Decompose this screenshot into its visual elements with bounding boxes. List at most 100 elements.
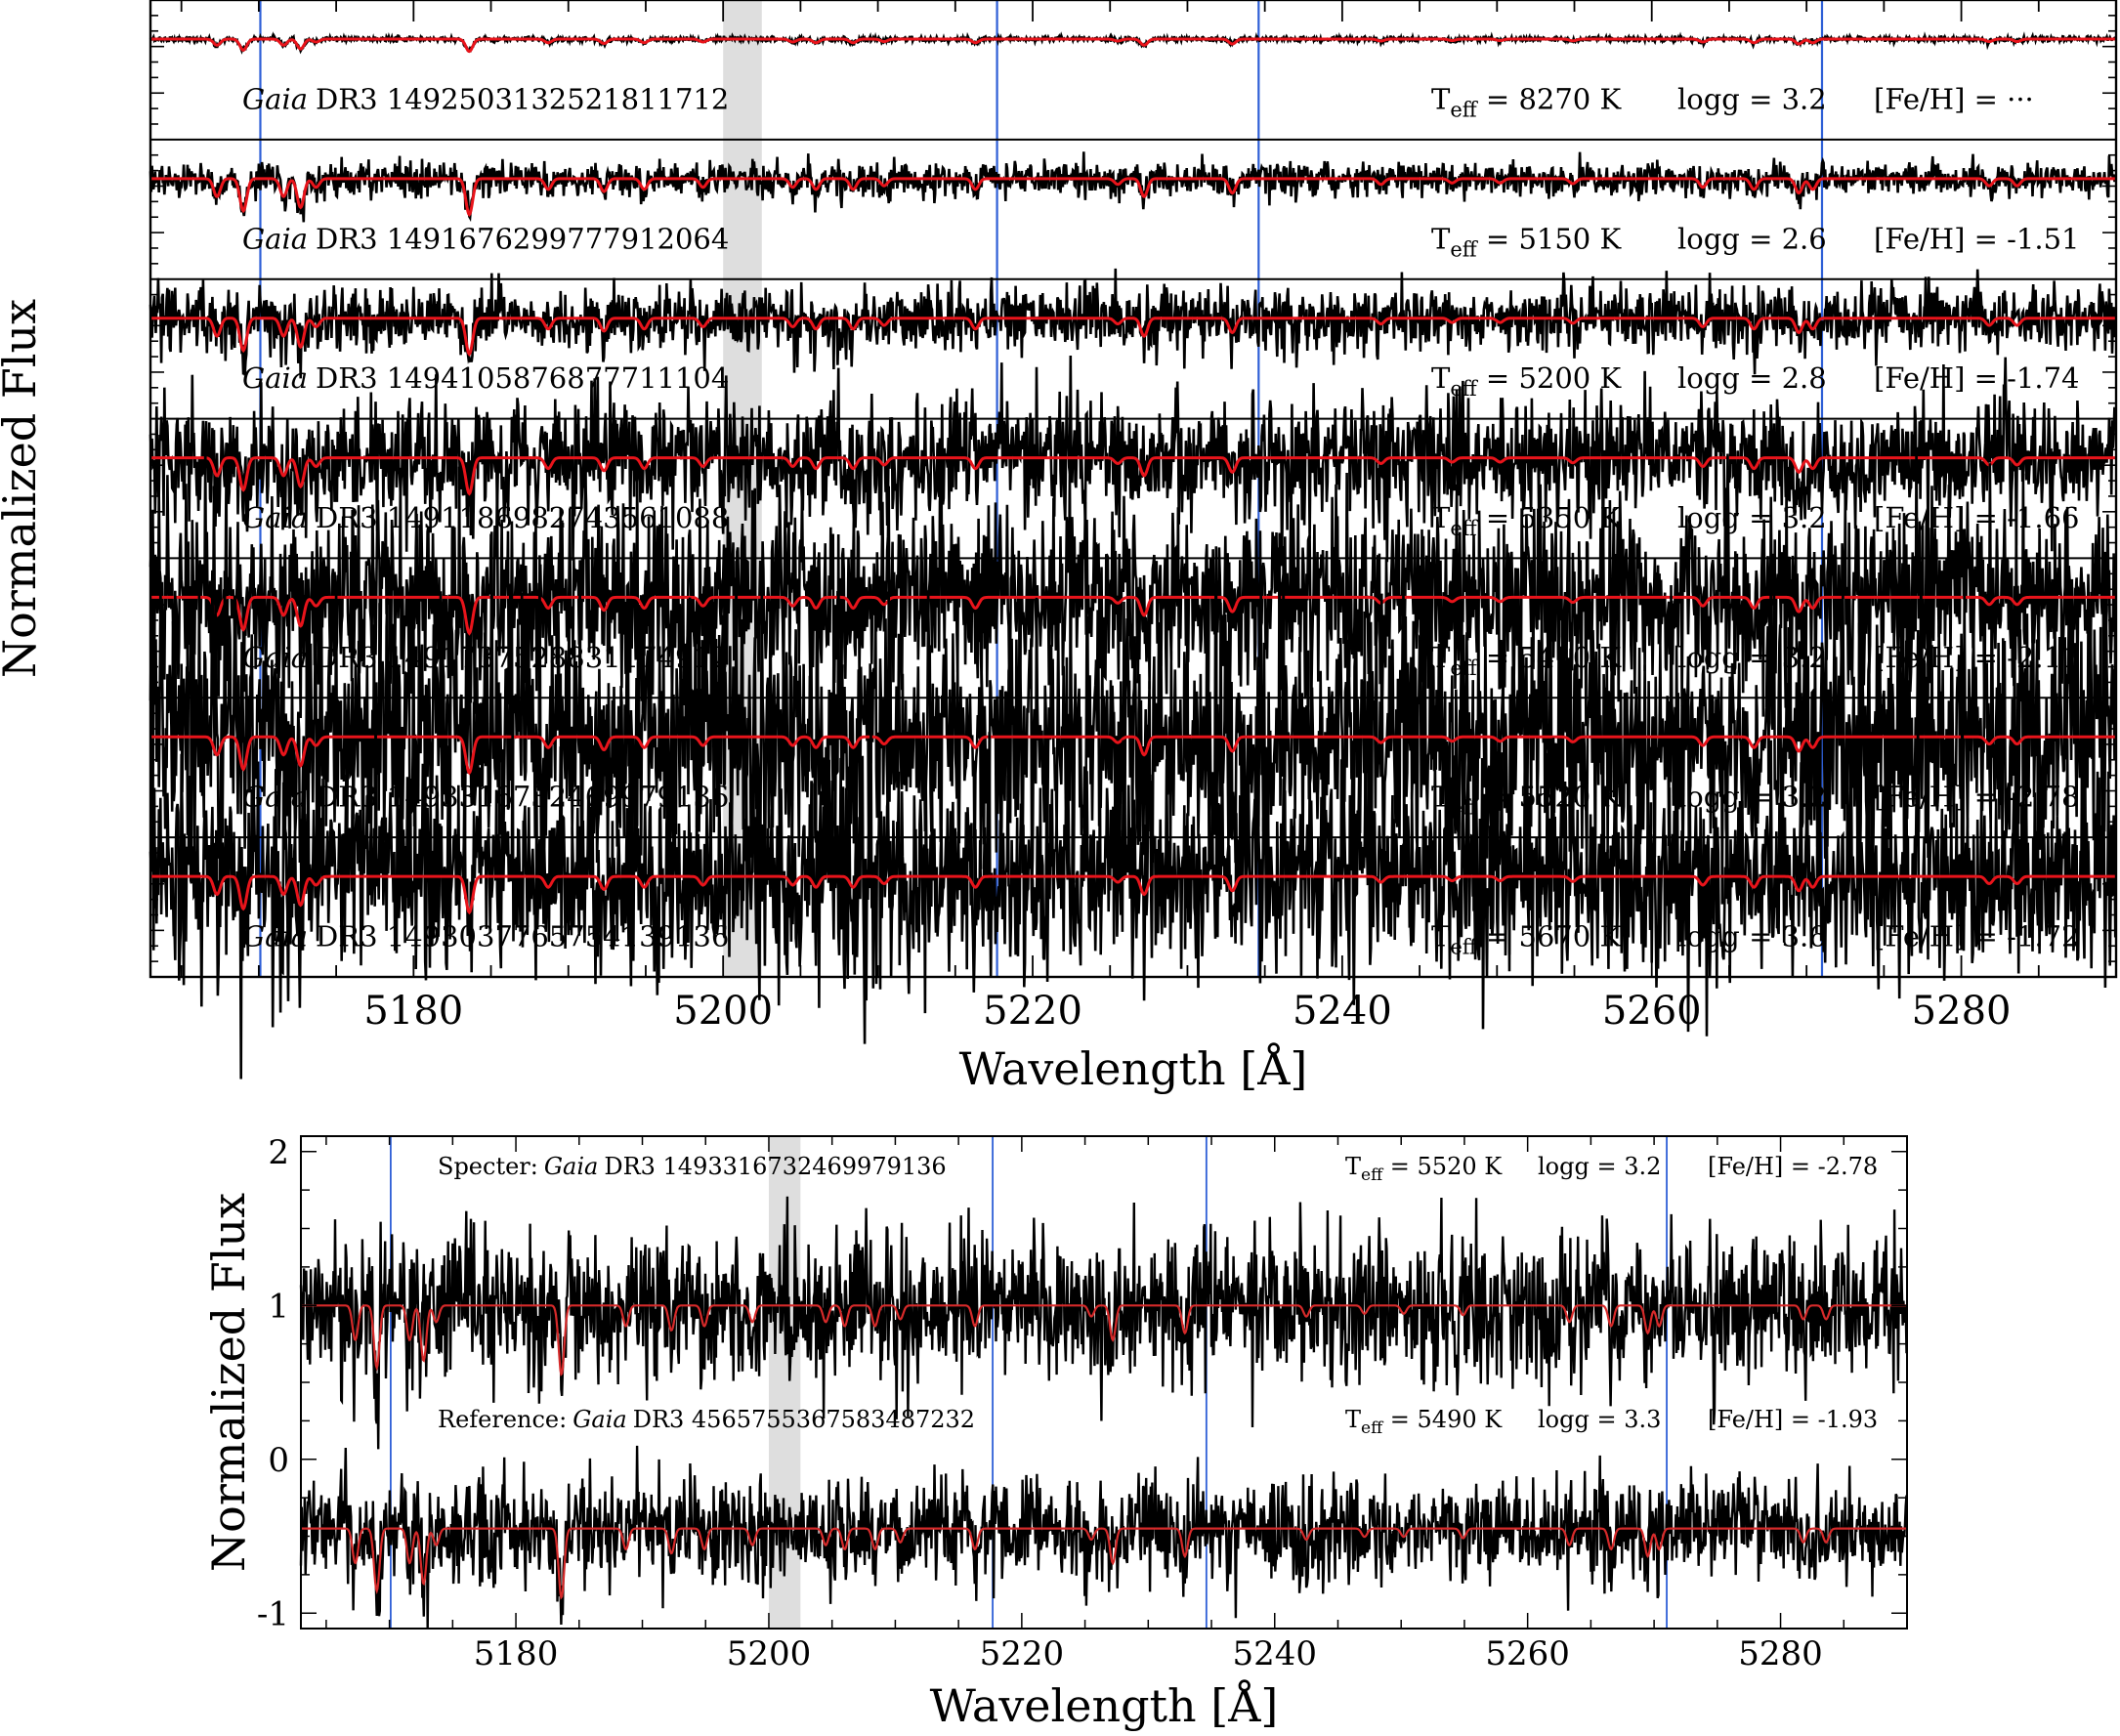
teff-symbol: T xyxy=(1431,222,1451,255)
teff-label: Teff = 5200 K xyxy=(1431,361,1622,401)
teff-label: Teff = 5350 K xyxy=(1431,501,1622,540)
teff-value: = 5490 K xyxy=(1382,1406,1503,1433)
teff-symbol: T xyxy=(1431,82,1451,115)
logg-label: logg = 2.6 xyxy=(1677,222,1827,255)
model-spectrum-line xyxy=(150,317,2116,358)
teff-label: Teff = 5670 K xyxy=(1431,920,1622,959)
logg-label: logg = 3.2 xyxy=(1538,1153,1661,1180)
y-tick-label: -1 xyxy=(257,1594,289,1633)
feh-label: [Fe/H] = -1.74 xyxy=(1874,361,2080,395)
feh-label: [Fe/H] = -2.78 xyxy=(1708,1153,1878,1180)
teff-label: Teff = 5150 K xyxy=(1431,222,1622,261)
y-tick-label: 0 xyxy=(268,1441,289,1480)
x-tick-label: 5240 xyxy=(1293,989,1392,1034)
logg-label: logg = 2.8 xyxy=(1677,361,1827,395)
model-spectrum-line xyxy=(150,874,2116,915)
x-tick-label: 5200 xyxy=(673,989,773,1034)
teff-value: = 5350 K xyxy=(1477,501,1623,534)
teff-label: Teff = 5490 K xyxy=(1345,1406,1503,1438)
top-chart-stacked-spectra: Gaia DR3 1492503132521811712 Teff = 8270 K… xyxy=(0,0,2118,1095)
logg-label: logg = 3.3 xyxy=(1538,1406,1661,1433)
model-spectrum-line xyxy=(301,1527,1907,1600)
y-tick-label: 2 xyxy=(268,1133,289,1172)
star-id-text: DR3 1493037765754139136 xyxy=(316,920,729,953)
bottom-chart-comparison: Specter: Gaia DR3 1493316732469979136 Teff … xyxy=(202,1133,1908,1732)
feh-label: [Fe/H] = -1.51 xyxy=(1874,222,2080,255)
observed-spectrum-line xyxy=(299,1196,1908,1450)
teff-subscript: eff xyxy=(1450,98,1478,121)
teff-symbol: T xyxy=(1431,920,1451,953)
star-prefix: Gaia xyxy=(572,1406,626,1433)
teff-value: = 5150 K xyxy=(1477,222,1623,255)
x-tick-label: 5240 xyxy=(1232,1634,1317,1673)
star-id-text: DR3 1491676299777912064 xyxy=(316,222,729,255)
feh-label: [Fe/H] = -1.72 xyxy=(1874,920,2080,953)
star-id-text: DR3 1494105876877711104 xyxy=(316,361,729,395)
teff-symbol: T xyxy=(1345,1406,1361,1433)
star-id-text: DR3 4565755367583487232 xyxy=(633,1406,975,1433)
star-id-label: Gaia xyxy=(242,222,308,255)
teff-symbol: T xyxy=(1345,1153,1361,1180)
spectrum-panel: Gaia DR3 1494105876877711104 Teff = 5200 K… xyxy=(148,268,2117,404)
feh-label: [Fe/H] = -1.93 xyxy=(1708,1406,1878,1433)
model-spectrum-line xyxy=(150,456,2116,496)
x-tick-label: 5280 xyxy=(1738,1634,1823,1673)
x-tick-label: 5180 xyxy=(474,1634,559,1673)
star-id-label: Gaia xyxy=(242,82,308,115)
star-role: Specter: xyxy=(438,1153,538,1180)
star-id-text: DR3 1493316732469979136 xyxy=(604,1153,946,1180)
spectrum-panel: Gaia DR3 1492503132521811712 Teff = 8270 K… xyxy=(148,15,2116,125)
feh-label: [Fe/H] = -2.78 xyxy=(1874,781,2080,814)
x-tick-label: 5180 xyxy=(363,989,463,1034)
spectrum-panel: Gaia DR3 1491676299777912064 Teff = 5150 K… xyxy=(148,138,2116,265)
x-tick-label: 5220 xyxy=(983,989,1082,1034)
x-axis-label: Wavelength [Å] xyxy=(959,1041,1308,1095)
star-role: Reference: xyxy=(438,1406,567,1433)
teff-subscript: eff xyxy=(1450,936,1478,959)
observed-spectrum-line xyxy=(148,531,2117,972)
teff-subscript: eff xyxy=(1450,377,1478,401)
x-tick-label: 5280 xyxy=(1912,989,2012,1034)
x-tick-label: 5260 xyxy=(1602,989,1702,1034)
star-id-label: Gaia xyxy=(242,920,308,953)
spectrum-panel: Gaia DR3 1493037765754139136 Teff = 5670 K… xyxy=(148,709,2117,1080)
x-axis-label: Wavelength [Å] xyxy=(930,1678,1279,1732)
x-tick-label: 5260 xyxy=(1485,1634,1570,1673)
observed-spectrum-line xyxy=(148,437,2117,771)
teff-symbol: T xyxy=(1431,361,1451,395)
x-tick-label: 5220 xyxy=(980,1634,1065,1673)
y-axis-label: Normalized Flux xyxy=(202,1193,255,1572)
feh-label: [Fe/H] = ··· xyxy=(1874,82,2034,115)
top-chart-frame xyxy=(148,0,2118,979)
teff-value: = 5520 K xyxy=(1382,1153,1503,1180)
y-axis-label: Normalized Flux xyxy=(0,299,46,678)
teff-symbol: T xyxy=(1431,501,1451,534)
star-id-label: Gaia xyxy=(242,361,308,395)
teff-subscript: eff xyxy=(1450,237,1478,261)
comparison-spectrum: Specter: Gaia DR3 1493316732469979136 Teff … xyxy=(299,1153,1908,1450)
model-spectrum-line xyxy=(150,37,2116,54)
observed-spectrum-line xyxy=(148,151,2116,223)
y-tick-label: 1 xyxy=(268,1287,289,1326)
comparison-spectrum: Reference: Gaia DR3 4565755367583487232 Tef… xyxy=(299,1406,1908,1630)
model-spectrum-line xyxy=(150,177,2116,217)
star-id-text: DR3 1492503132521811712 xyxy=(316,82,729,115)
star-prefix: Gaia xyxy=(544,1153,598,1180)
teff-value: = 5200 K xyxy=(1477,361,1623,395)
star-id-label: Gaia xyxy=(242,501,308,534)
teff-label: Teff = 8270 K xyxy=(1431,82,1622,121)
star-id-label: Reference: Gaia DR3 4565755367583487232 xyxy=(438,1406,975,1433)
observed-spectrum-line xyxy=(299,1445,1908,1630)
model-spectrum-line xyxy=(301,1304,1907,1377)
logg-label: logg = 3.2 xyxy=(1677,82,1827,115)
model-spectrum-line xyxy=(150,595,2116,636)
teff-subscript: eff xyxy=(1361,1165,1384,1185)
model-spectrum-line xyxy=(150,735,2116,776)
teff-subscript: eff xyxy=(1361,1418,1384,1438)
spectrum-panel: Gaia DR3 1493316732469979136 Teff = 5520 K… xyxy=(148,531,2117,972)
teff-value: = 5670 K xyxy=(1477,920,1623,953)
teff-value: = 5520 K xyxy=(1477,781,1623,814)
x-tick-label: 5200 xyxy=(727,1634,812,1673)
observed-spectrum-line xyxy=(148,709,2117,1080)
